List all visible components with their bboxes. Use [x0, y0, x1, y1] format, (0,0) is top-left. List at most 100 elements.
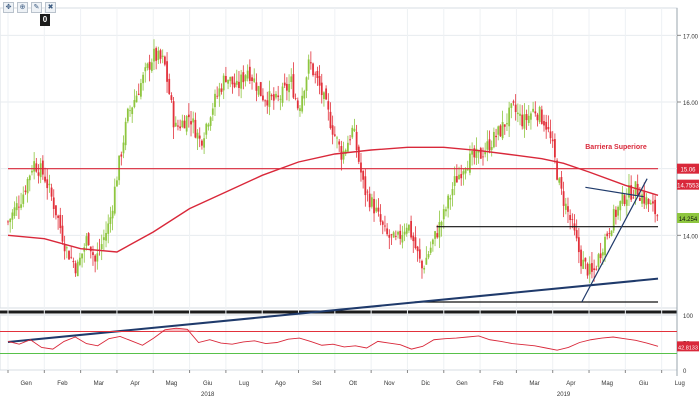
candle-body	[630, 185, 633, 200]
y-tick-label: 14.00	[683, 234, 699, 240]
candle-body	[94, 255, 97, 262]
candle-body	[81, 253, 83, 259]
candle-body	[309, 62, 312, 64]
candle-body	[615, 209, 617, 217]
candle-body	[390, 234, 393, 236]
x-tick-label: Ott	[349, 381, 357, 387]
candle-body	[479, 148, 482, 159]
candle-body	[597, 254, 600, 267]
candle-body	[233, 82, 236, 88]
candle-body	[418, 249, 421, 259]
pan-icon[interactable]: ✥	[3, 2, 14, 13]
candle-body	[159, 50, 162, 59]
year-label: 2019	[557, 392, 571, 398]
candle-body	[495, 135, 497, 138]
candle-body	[377, 207, 380, 212]
candle-body	[170, 95, 173, 100]
candle-body	[647, 198, 650, 204]
x-tick-label: Gen	[456, 381, 467, 387]
candle-body	[392, 232, 395, 238]
candle-body	[41, 160, 44, 175]
y-tick-label: 16.00	[683, 101, 699, 107]
candle-body	[331, 125, 334, 135]
candle-body	[107, 223, 110, 234]
candle-body	[85, 236, 88, 247]
candle-body	[272, 94, 275, 101]
candle-body	[532, 108, 535, 112]
x-tick-label: Feb	[493, 381, 504, 387]
candle-body	[31, 170, 33, 173]
candle-body	[277, 95, 280, 98]
candle-body	[344, 149, 347, 154]
candle-body	[327, 101, 330, 110]
zoom-icon[interactable]: ⊕	[17, 2, 28, 13]
candle-body	[414, 237, 417, 249]
x-tick-label: Apr	[130, 381, 139, 387]
candle-body	[227, 79, 229, 84]
candle-body	[477, 150, 480, 153]
candle-body	[183, 120, 186, 129]
candle-body	[266, 100, 269, 106]
candle-body	[9, 218, 12, 223]
indicator-count-badge: 0	[40, 14, 50, 26]
candle-body	[632, 197, 635, 199]
candle-body	[569, 214, 572, 221]
trash-icon[interactable]: ✖	[45, 2, 56, 13]
candle-body	[514, 104, 517, 113]
candle-body	[275, 93, 277, 98]
candle-body	[562, 191, 565, 206]
candle-body	[556, 160, 558, 180]
candle-body	[492, 131, 495, 148]
value-tag-label: 15.06	[680, 168, 696, 174]
candle-body	[423, 267, 426, 270]
candle-body	[408, 224, 410, 231]
candle-body	[70, 256, 73, 258]
candle-body	[401, 235, 404, 243]
candle-body	[549, 131, 552, 139]
candle-body	[283, 82, 286, 86]
x-tick-label: Dic	[421, 381, 430, 387]
candle-body	[445, 209, 447, 212]
candle-body	[560, 177, 563, 189]
candle-body	[638, 197, 641, 201]
candle-body	[475, 148, 478, 158]
candle-body	[362, 170, 365, 180]
candle-body	[172, 101, 175, 128]
candle-body	[449, 197, 452, 200]
value-tag	[677, 213, 699, 223]
candle-body	[100, 244, 103, 250]
candle-body	[179, 126, 182, 129]
candle-body	[351, 127, 354, 138]
candle-body	[224, 76, 227, 82]
candle-body	[455, 176, 458, 183]
candle-body	[410, 220, 412, 238]
chart-toolbar: ✥ ⊕ ✎ ✖	[3, 2, 56, 13]
candle-body	[534, 111, 537, 114]
candle-body	[595, 268, 598, 270]
candle-body	[512, 101, 515, 103]
candle-body	[142, 74, 144, 84]
x-tick-label: Apr	[566, 381, 575, 387]
x-tick-label: Set	[312, 381, 321, 387]
candle-body	[131, 107, 134, 115]
candle-body	[429, 247, 432, 253]
candle-body	[255, 82, 258, 91]
candle-body	[290, 76, 293, 82]
candle-body	[353, 128, 356, 132]
candle-body	[347, 142, 349, 152]
pen-icon[interactable]: ✎	[31, 2, 42, 13]
oscillator-line	[7, 327, 659, 351]
candle-body	[540, 109, 543, 124]
candle-body	[28, 175, 31, 181]
candle-body	[135, 95, 138, 103]
candle-body	[551, 139, 554, 142]
candle-body	[181, 120, 184, 128]
candle-body	[527, 115, 530, 123]
candle-body	[218, 88, 221, 97]
candle-body	[37, 172, 40, 176]
candle-body	[251, 77, 253, 81]
candle-body	[87, 233, 90, 246]
candle-body	[338, 141, 341, 145]
candle-body	[652, 201, 654, 204]
